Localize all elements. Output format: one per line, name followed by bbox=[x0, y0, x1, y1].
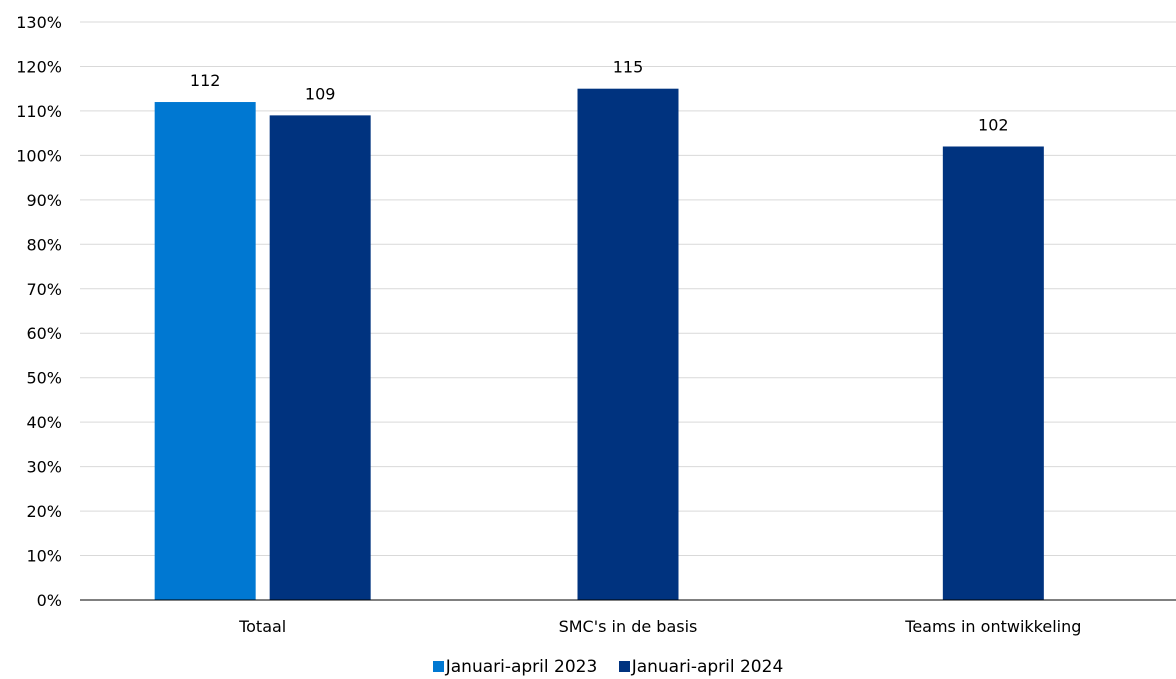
x-axis-categories: Totaal SMC's in de basis Teams in ontwikke… bbox=[238, 617, 1081, 636]
y-tick-label: 50% bbox=[26, 369, 62, 388]
y-tick-label: 100% bbox=[16, 146, 62, 165]
legend-swatch-2023 bbox=[432, 661, 444, 672]
data-label-0-0: 112 bbox=[190, 71, 221, 90]
data-label-1-1: 115 bbox=[613, 58, 644, 77]
legend-item-2023: Januari-april 2023 bbox=[432, 657, 598, 677]
y-tick-label: 130% bbox=[16, 13, 62, 32]
x-category-label: Totaal bbox=[238, 617, 286, 636]
bar-0-0 bbox=[154, 102, 256, 601]
y-tick-label: 110% bbox=[16, 102, 62, 121]
bar-chart: 0% 10% 20% 30% 40% 50% 60% 70% 80% 90% 100% 110% 120… bbox=[16, 13, 1176, 636]
y-tick-label: 40% bbox=[26, 413, 62, 432]
y-tick-label: 10% bbox=[26, 547, 62, 566]
legend-label-2023: Januari-april 2023 bbox=[445, 657, 598, 677]
bars bbox=[154, 88, 1044, 601]
bar-1-1 bbox=[577, 88, 679, 600]
legend-item-2024: Januari-april 2024 bbox=[618, 657, 784, 677]
y-tick-label: 80% bbox=[26, 235, 62, 254]
y-tick-label: 90% bbox=[26, 191, 62, 210]
legend-swatch-2024 bbox=[618, 661, 630, 672]
bar-1-2 bbox=[942, 146, 1044, 600]
y-tick-label: 70% bbox=[26, 280, 62, 299]
data-label-1-2: 102 bbox=[978, 115, 1009, 134]
data-label-1-0: 109 bbox=[305, 84, 336, 103]
y-tick-label: 30% bbox=[26, 458, 62, 477]
y-tick-label: 20% bbox=[26, 502, 62, 521]
data-labels: 112 109 115 102 bbox=[190, 58, 1009, 135]
bar-1-0 bbox=[269, 115, 371, 600]
x-category-label: Teams in ontwikkeling bbox=[904, 617, 1081, 636]
y-tick-label: 60% bbox=[26, 324, 62, 343]
y-axis-ticks: 0% 10% 20% 30% 40% 50% 60% 70% 80% 90% 100% 110% 120… bbox=[16, 13, 62, 610]
y-tick-label: 0% bbox=[37, 591, 62, 610]
x-category-label: SMC's in de basis bbox=[559, 617, 698, 636]
legend: Januari-april 2023 Januari-april 2024 bbox=[0, 657, 1176, 677]
y-tick-label: 120% bbox=[16, 57, 62, 76]
legend-label-2024: Januari-april 2024 bbox=[631, 657, 784, 677]
